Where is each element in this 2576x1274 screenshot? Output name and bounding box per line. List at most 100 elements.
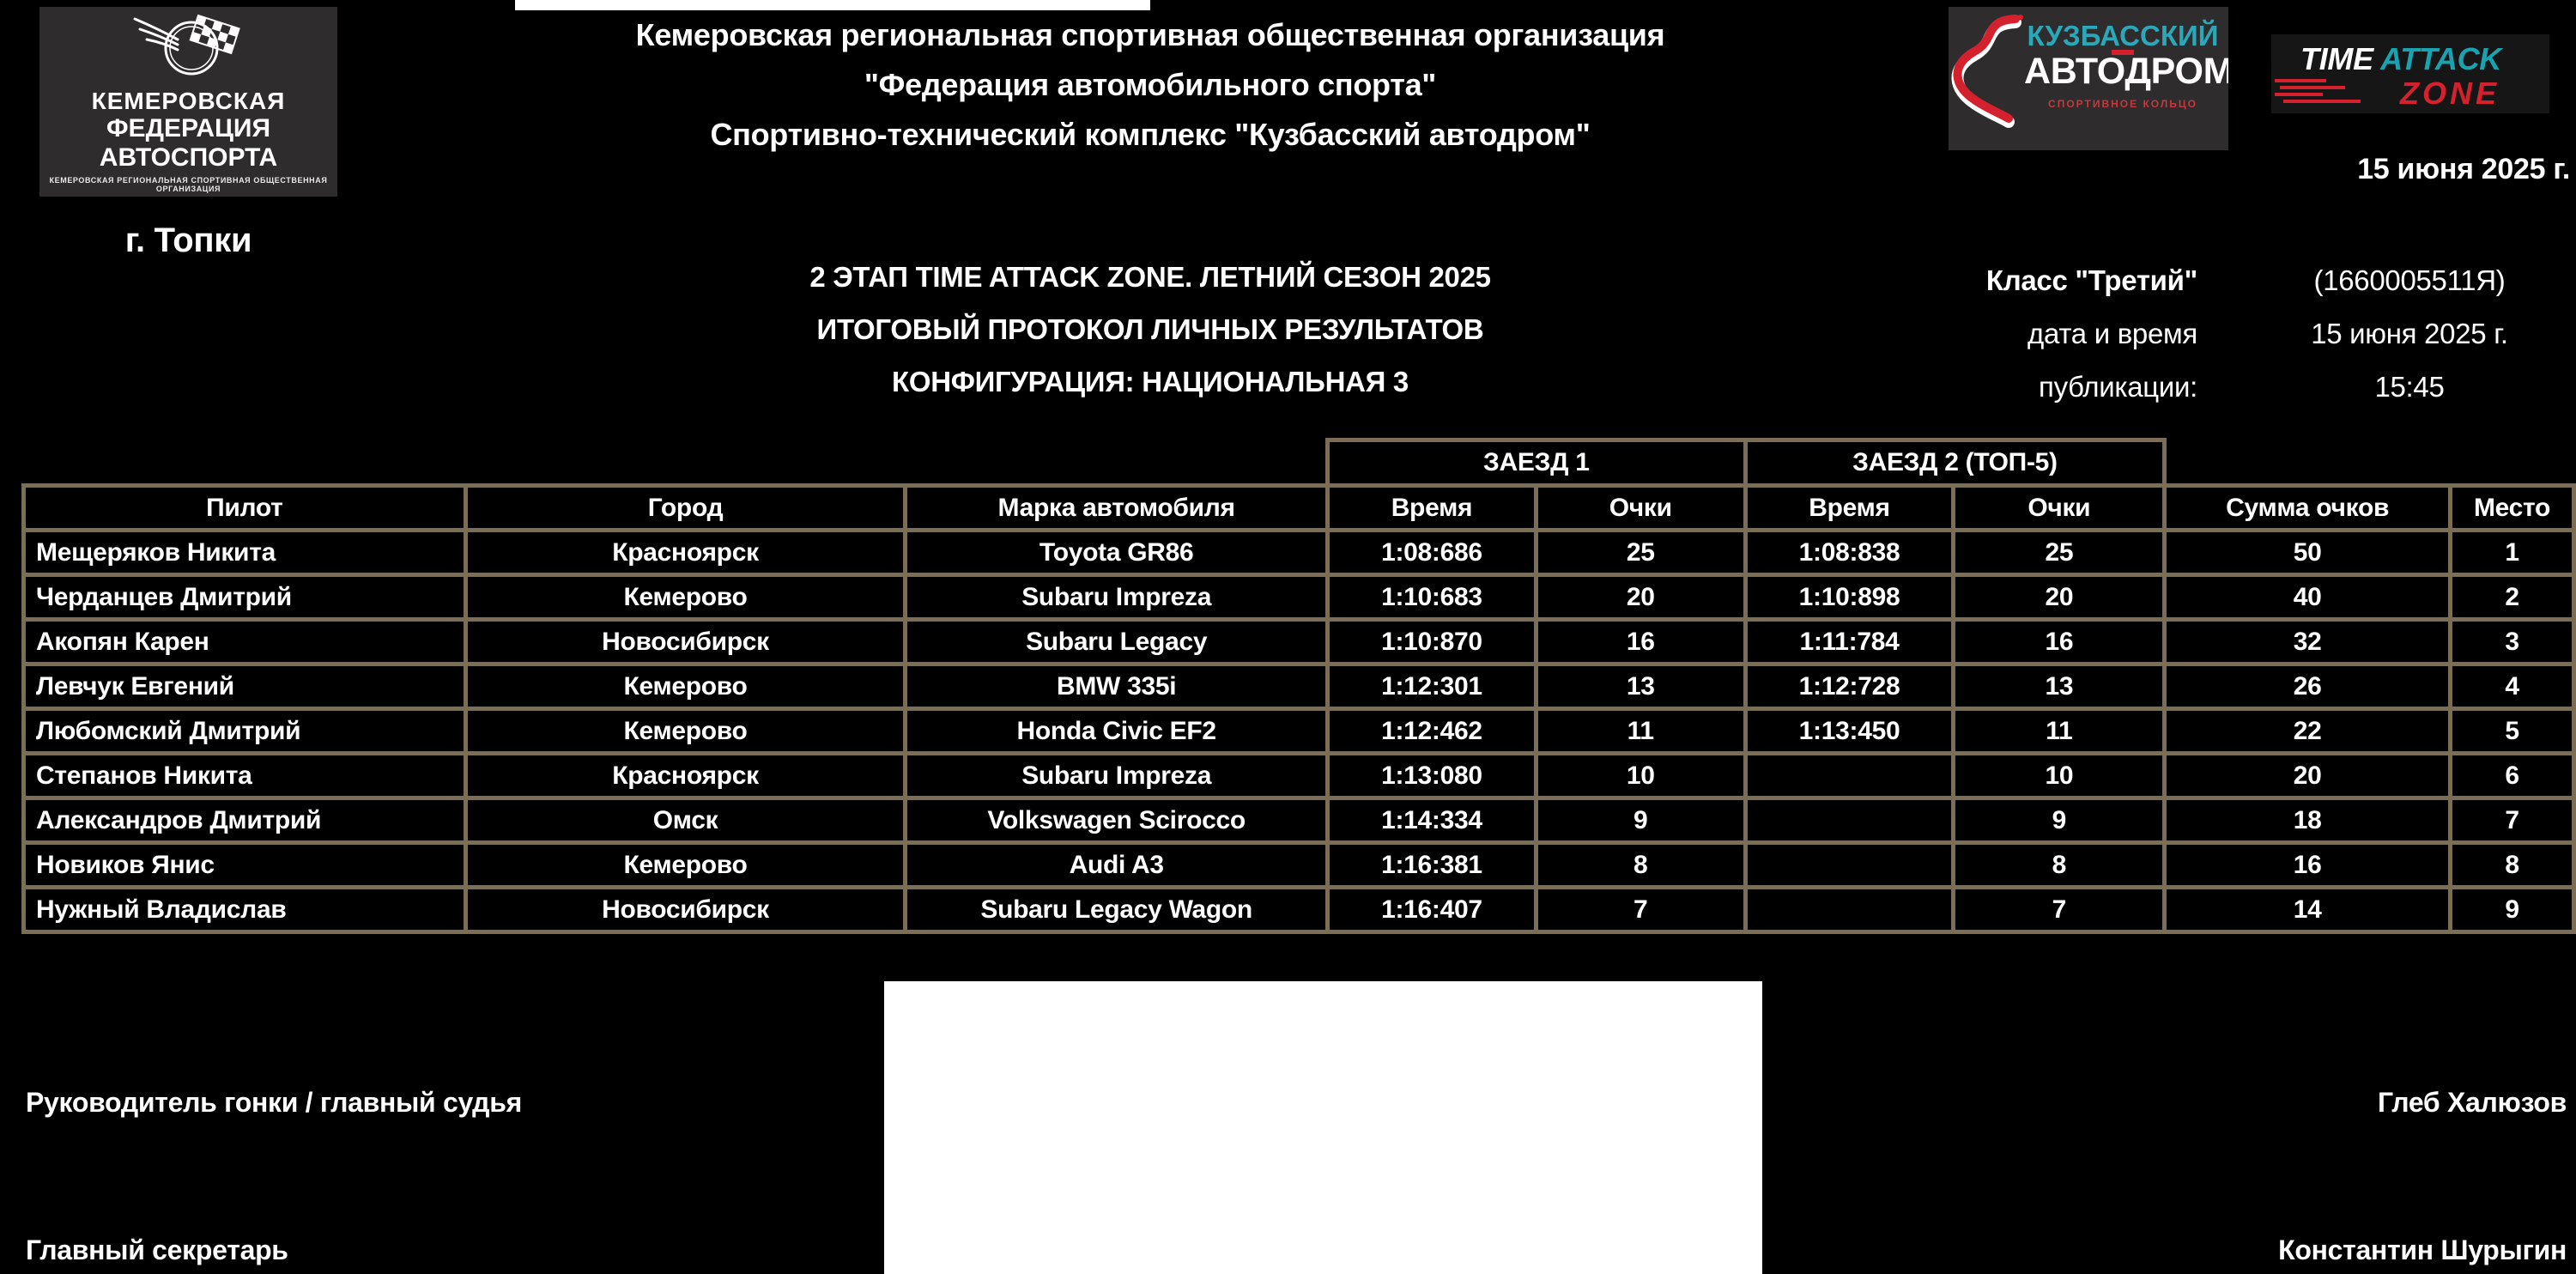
cell-pts2: 20 [1951, 573, 2167, 622]
cell-place: 2 [2448, 573, 2576, 622]
cell-time2: 1:08:838 [1743, 528, 1956, 577]
col-header-pts2: Очки [1951, 483, 2167, 532]
cell-total: 40 [2162, 573, 2453, 622]
cell-total: 22 [2162, 707, 2453, 755]
table-row: Александров Дмитрий Омск Volkswagen Scir… [21, 796, 2576, 845]
cell-city: Омск [463, 796, 908, 845]
cell-time1: 1:12:462 [1325, 707, 1538, 755]
event-title-block: 2 ЭТАП TIME ATTACK ZONE. ЛЕТНИЙ СЕЗОН 20… [515, 251, 1785, 408]
cell-pts2: 7 [1951, 885, 2167, 934]
city-label: г. Топки [124, 221, 252, 259]
cell-place: 1 [2448, 528, 2576, 577]
col-header-time1: Время [1325, 483, 1538, 532]
taz-word-zone: ZONE [2400, 76, 2500, 111]
col-header-place: Место [2448, 483, 2576, 532]
taz-logo-line1: TIME ATTACK [2300, 41, 2501, 77]
class-label: Класс "Третий" [1985, 264, 2197, 296]
cell-car: Honda Civic EF2 [903, 707, 1330, 755]
cell-total: 26 [2162, 662, 2453, 711]
table-row: Новиков Янис Кемерово Audi A3 1:16:381 8… [21, 840, 2576, 889]
cell-pts2: 10 [1951, 751, 2167, 800]
winged-wheel-checkered-flag-icon [39, 10, 337, 88]
col-header-time2: Время [1743, 483, 1956, 532]
cell-time1: 1:08:686 [1325, 528, 1538, 577]
table-row: Любомский Дмитрий Кемерово Honda Civic E… [21, 707, 2576, 755]
cell-time2: 1:11:784 [1743, 617, 1956, 666]
cell-pts2: 11 [1951, 707, 2167, 755]
cell-pts2: 8 [1951, 840, 2167, 889]
cell-place: 5 [2448, 707, 2576, 755]
cell-pts2: 9 [1951, 796, 2167, 845]
top-white-strip [515, 0, 1150, 10]
cell-pilot: Мещеряков Никита [21, 528, 468, 577]
cell-total: 32 [2162, 617, 2453, 666]
cell-time2: 1:13:450 [1743, 707, 1956, 755]
cell-pilot: Любомский Дмитрий [21, 707, 468, 755]
cell-city: Кемерово [463, 707, 908, 755]
cell-place: 6 [2448, 751, 2576, 800]
group-header-blank-left [24, 440, 1328, 486]
cell-time2 [1743, 796, 1956, 845]
cell-city: Красноярск [463, 751, 908, 800]
cell-place: 7 [2448, 796, 2576, 845]
cell-city: Новосибирск [463, 617, 908, 666]
race-director-label: Руководитель гонки / главный судья [26, 1087, 522, 1118]
time-attack-zone-logo: TIME ATTACK ZONE [2271, 34, 2549, 113]
red-dash-icon [2112, 50, 2134, 55]
class-info-labels: Класс "Третий" дата и время публикации: [1837, 254, 2197, 414]
cell-pilot: Нужный Владислав [21, 885, 468, 934]
cell-place: 3 [2448, 617, 2576, 666]
results-table: ЗАЕЗД 1 ЗАЕЗД 2 (ТОП-5) Пилот Город Марк… [21, 438, 2576, 934]
cell-city: Кемерово [463, 840, 908, 889]
cell-time1: 1:10:683 [1325, 573, 1538, 622]
cell-pts1: 8 [1533, 840, 1748, 889]
chief-secretary-name: Константин Шурыгин [2278, 1235, 2567, 1265]
cell-time2 [1743, 751, 1956, 800]
cell-time1: 1:12:301 [1325, 662, 1538, 711]
cell-car: Subaru Impreza [903, 751, 1330, 800]
cell-city: Новосибирск [463, 885, 908, 934]
table-row: Акопян Карен Новосибирск Subaru Legacy 1… [21, 617, 2576, 666]
publication-label-2: публикации: [2039, 371, 2197, 403]
org-line-3: Спортивно-технический комплекс "Кузбасск… [710, 117, 1591, 152]
race-track-swoosh-icon [1951, 15, 2023, 128]
cell-total: 14 [2162, 885, 2453, 934]
cell-car: Audi A3 [903, 840, 1330, 889]
cell-pts1: 25 [1533, 528, 1748, 577]
cell-pts1: 13 [1533, 662, 1748, 711]
organization-header: Кемеровская региональная спортивная обще… [515, 10, 1785, 160]
table-header-row: Пилот Город Марка автомобиля Время Очки … [21, 483, 2576, 532]
cell-city: Кемерово [463, 573, 908, 622]
cell-pilot: Левчук Евгений [21, 662, 468, 711]
chief-secretary-label: Главный секретарь [26, 1235, 288, 1265]
cell-time2: 1:12:728 [1743, 662, 1956, 711]
cell-total: 18 [2162, 796, 2453, 845]
cell-time1: 1:14:334 [1325, 796, 1538, 845]
cell-pts2: 13 [1951, 662, 2167, 711]
taz-word-time: TIME [2300, 41, 2373, 76]
cell-pts2: 25 [1951, 528, 2167, 577]
cell-place: 8 [2448, 840, 2576, 889]
group-header-race2: ЗАЕЗД 2 (ТОП-5) [1743, 438, 2167, 488]
cell-total: 20 [2162, 751, 2453, 800]
cell-pilot: Акопян Карен [21, 617, 468, 666]
cell-time2 [1743, 885, 1956, 934]
autodrom-logo: КУЗБАССКИЙ АВТОДРОМ СПОРТИВНОЕ КОЛЬЦО [1949, 7, 2228, 150]
race-director-name: Глеб Халюзов [2377, 1087, 2567, 1118]
col-header-pilot: Пилот [21, 483, 468, 532]
cell-pts1: 11 [1533, 707, 1748, 755]
cell-car: Volkswagen Scirocco [903, 796, 1330, 845]
event-title-line3: КОНФИГУРАЦИЯ: НАЦИОНАЛЬНАЯ 3 [891, 366, 1409, 397]
cell-pilot: Новиков Янис [21, 840, 468, 889]
cell-time1: 1:10:870 [1325, 617, 1538, 666]
taz-word-attack: ATTACK [2380, 41, 2502, 76]
event-title-line2: ИТОГОВЫЙ ПРОТОКОЛ ЛИЧНЫХ РЕЗУЛЬТАТОВ [816, 313, 1484, 345]
cell-place: 9 [2448, 885, 2576, 934]
publication-label-1: дата и время [2027, 318, 2197, 349]
table-row: Степанов Никита Красноярск Subaru Imprez… [21, 751, 2576, 800]
cell-car: Toyota GR86 [903, 528, 1330, 577]
org-line-2: "Федерация автомобильного спорта" [864, 67, 1437, 102]
col-header-city: Город [463, 483, 908, 532]
cell-time2 [1743, 840, 1956, 889]
